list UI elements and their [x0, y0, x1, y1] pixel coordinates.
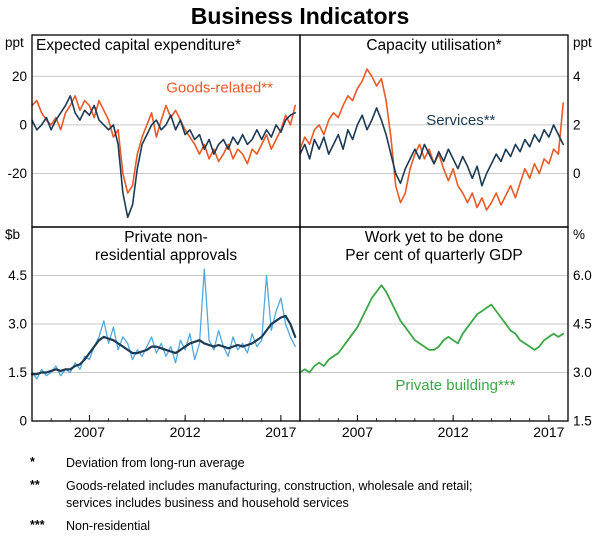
- y-tick-label: 1.5: [8, 365, 27, 380]
- y-tick-label: 4: [573, 69, 581, 84]
- x-tick-label: 2007: [342, 424, 373, 440]
- x-tick-label: 2012: [438, 424, 469, 440]
- y-tick-label: 20: [12, 69, 27, 84]
- y-tick-label: 2: [573, 117, 581, 132]
- footnote-1: * Deviation from long-run average: [30, 455, 600, 471]
- x-tick-label: 2012: [170, 424, 201, 440]
- series-approvals-trend--line: [30, 314, 297, 376]
- panel-title: Expected capital expenditure*: [36, 37, 241, 54]
- x-tick-label: 2017: [265, 424, 296, 440]
- y-tick-label: 0: [19, 117, 27, 132]
- panel-private-non-residential-approvals: 4.5 3.0 1.5 0 $b Private non-residential appr…: [5, 226, 301, 440]
- footnote-2: ** Goods-related includes manufacturing,…: [30, 478, 600, 511]
- footnote-2-text: Goods-related includes manufacturing, co…: [66, 479, 473, 510]
- chart-title: Business Indicators: [190, 3, 410, 29]
- y-tick-label: 3.0: [8, 317, 27, 332]
- axis-unit-label: %: [573, 227, 585, 242]
- panel-border: [299, 34, 569, 228]
- footnote-3-text: Non-residential: [66, 518, 151, 533]
- series-services-line: [31, 95, 297, 219]
- y-tick-label: 4.5: [573, 317, 592, 332]
- x-tick-label: 2017: [533, 424, 564, 440]
- series-services-line: [299, 107, 565, 187]
- axis-unit-label: ppt: [573, 35, 592, 50]
- y-tick-label: -20: [7, 166, 27, 181]
- panel-title: Per cent of quarterly GDP: [345, 247, 522, 264]
- series-label: Goods-related**: [166, 80, 273, 97]
- axis-unit-label: $b: [5, 227, 20, 242]
- footnote-1-text: Deviation from long-run average: [66, 456, 245, 470]
- y-tick-label: 0: [19, 414, 27, 429]
- panel-title: Capacity utilisation*: [366, 37, 501, 54]
- y-tick-label: 3.0: [573, 365, 592, 380]
- footnote-1-marker: *: [30, 455, 35, 469]
- panel-title: residential approvals: [95, 247, 237, 264]
- series-private-building-line: [299, 284, 565, 374]
- panel-title: Work yet to be done: [365, 229, 503, 246]
- footnotes: * Deviation from long-run average ** Goo…: [0, 443, 600, 534]
- axis-unit-label: ppt: [5, 35, 24, 50]
- series-goods-related-line: [299, 68, 565, 211]
- panel-title: Private non-: [124, 229, 208, 246]
- y-tick-label: 1.5: [573, 414, 592, 429]
- x-tick-label: 2007: [74, 424, 105, 440]
- panel-capacity-utilisation: 4 2 0 ppt Capacity utilisation* Services**: [299, 34, 592, 228]
- series-label: Private building***: [395, 377, 515, 394]
- y-tick-label: 0: [573, 166, 581, 181]
- series-label: Services**: [426, 112, 495, 129]
- footnote-3: *** Non-residential: [30, 518, 600, 534]
- panel-expected-capital-expenditure: 20 0 -20 ppt Expected capital expenditure* Go…: [5, 34, 301, 228]
- y-tick-label: 4.5: [8, 268, 27, 283]
- series-goods-related-line: [31, 95, 297, 194]
- panel-border: [31, 34, 301, 228]
- footnote-3-marker: ***: [30, 517, 45, 532]
- footnote-2-marker: **: [30, 478, 40, 493]
- y-tick-label: 6.0: [573, 268, 592, 283]
